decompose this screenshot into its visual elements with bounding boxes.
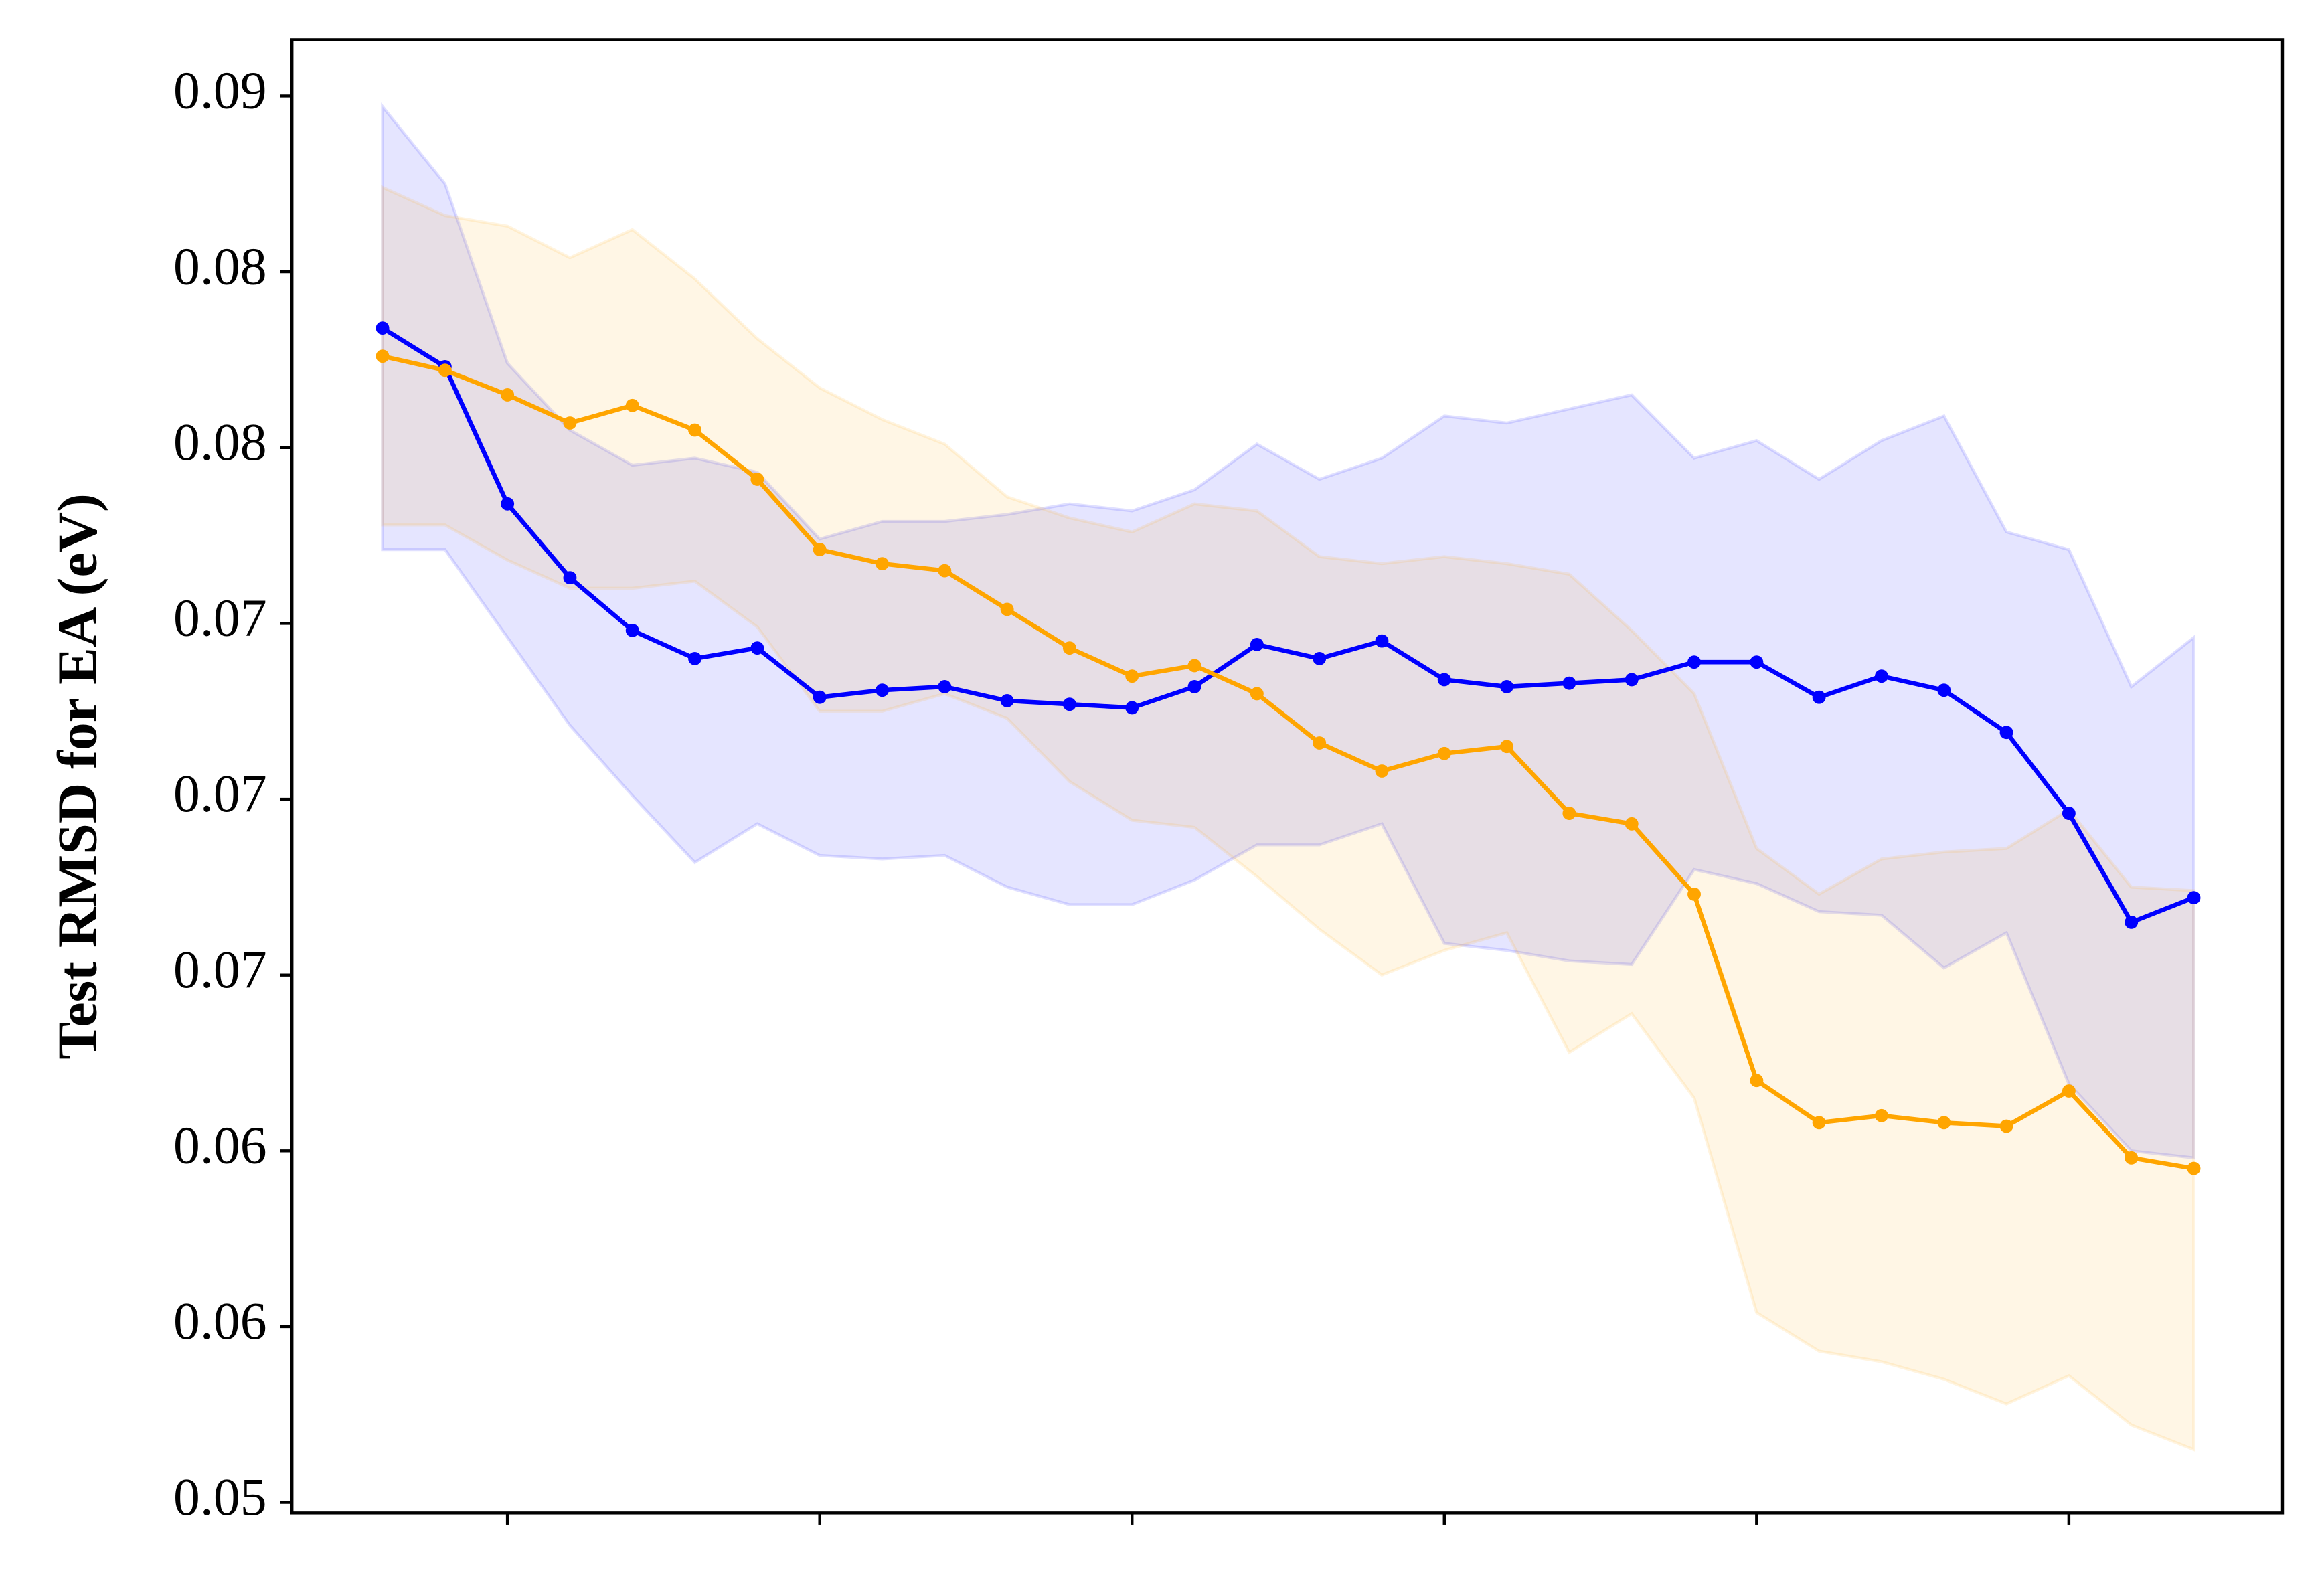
error-band — [381, 102, 2195, 1160]
data-point — [1313, 736, 1327, 750]
y-tick-label: 0.07 — [173, 940, 266, 999]
data-point — [1187, 659, 1201, 673]
data-point — [501, 497, 515, 511]
data-point — [1937, 1116, 1951, 1130]
data-point — [438, 363, 452, 378]
data-point — [688, 423, 702, 437]
data-point — [1812, 690, 1826, 704]
data-point — [1500, 680, 1514, 693]
data-point — [2125, 915, 2139, 929]
data-point — [625, 623, 639, 637]
data-point — [1937, 683, 1951, 697]
plot-frame — [290, 38, 2285, 1515]
data-point — [750, 473, 764, 486]
data-point — [1250, 687, 1264, 701]
data-point — [1375, 764, 1389, 778]
y-axis-label: Test RMSD for EA (eV) — [46, 493, 108, 1059]
data-point — [1625, 817, 1639, 831]
data-point — [1313, 652, 1327, 665]
data-point — [813, 690, 827, 704]
data-point — [2125, 1151, 2139, 1165]
data-point — [1750, 655, 1764, 669]
data-point — [1812, 1116, 1826, 1130]
data-point — [1874, 669, 1888, 683]
data-point — [1999, 1119, 2013, 1133]
data-point — [938, 680, 952, 693]
y-tick-label: 0.06 — [173, 1116, 266, 1175]
data-point — [1125, 701, 1139, 715]
data-point — [563, 416, 577, 430]
data-point — [376, 321, 390, 335]
data-point — [1437, 673, 1451, 687]
data-point — [1500, 740, 1514, 754]
data-point — [1062, 697, 1076, 711]
data-point — [2062, 1084, 2076, 1098]
data-point — [1437, 746, 1451, 760]
data-point — [1250, 638, 1264, 651]
y-tick-label: 0.07 — [173, 764, 266, 823]
data-point — [376, 349, 390, 363]
data-point — [938, 564, 952, 578]
data-point — [750, 641, 764, 655]
data-point — [2187, 1161, 2201, 1175]
data-point — [1750, 1074, 1764, 1088]
data-point — [1187, 680, 1201, 693]
data-point — [1687, 887, 1701, 901]
data-point — [625, 398, 639, 412]
data-point — [563, 571, 577, 585]
data-point — [688, 652, 702, 665]
data-point — [1375, 634, 1389, 648]
y-tick-label: 0.06 — [173, 1292, 266, 1351]
data-point — [1999, 726, 2013, 740]
data-point — [1125, 669, 1139, 683]
data-line — [381, 326, 2195, 925]
error-band — [381, 185, 2195, 1452]
data-point — [876, 557, 889, 570]
data-point — [1562, 807, 1576, 820]
data-point — [876, 683, 889, 697]
data-point — [1874, 1108, 1888, 1122]
y-tick-label: 0.05 — [173, 1468, 266, 1527]
data-point — [1000, 602, 1014, 616]
y-tick-label: 0.08 — [173, 413, 266, 472]
data-line — [382, 353, 2195, 1171]
y-tick-label: 0.07 — [173, 589, 266, 648]
data-point — [1000, 694, 1014, 707]
data-point — [1562, 676, 1576, 690]
data-point — [2187, 891, 2201, 905]
data-point — [2062, 807, 2076, 820]
y-tick-label: 0.09 — [173, 62, 266, 120]
y-tick-label: 0.08 — [173, 238, 266, 297]
data-point — [813, 543, 827, 556]
data-point — [501, 388, 515, 402]
data-point — [1687, 655, 1701, 669]
data-point — [1625, 673, 1639, 687]
data-point — [1062, 641, 1076, 655]
